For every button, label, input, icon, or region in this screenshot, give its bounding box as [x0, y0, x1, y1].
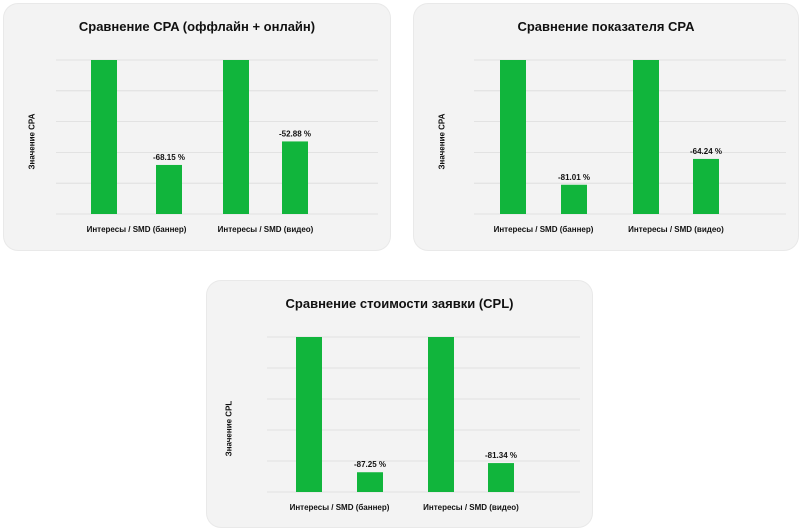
bar-chart-plot: -87.25 % Интересы / SMD (баннер) -81.34 % И…: [267, 336, 580, 512]
data-label: -64.24 %: [690, 147, 722, 156]
chart-card-cpl: Сравнение стоимости заявки (CPL) Значени…: [207, 281, 592, 527]
chart-title: Сравнение CPA (оффлайн + онлайн): [78, 19, 316, 34]
bar: [282, 141, 308, 214]
bar: [223, 60, 249, 214]
x-tick-label: Интересы / SMD (баннер): [494, 225, 594, 234]
data-label: -87.25 %: [354, 460, 386, 469]
chart-title: Сравнение стоимости заявки (CPL): [285, 296, 514, 311]
data-label: -81.34 %: [485, 451, 517, 460]
bar: [693, 158, 719, 214]
bar: [357, 472, 383, 492]
data-label: -52.88 %: [279, 129, 311, 138]
bar: [156, 164, 182, 214]
data-label: -81.01 %: [558, 173, 590, 182]
chart-card-cpa-combined: Сравнение CPA (оффлайн + онлайн) Значени…: [4, 4, 390, 250]
bar: [500, 60, 526, 214]
x-tick-label: Интересы / SMD (видео): [218, 225, 314, 234]
bar: [561, 184, 587, 214]
chart-title: Сравнение показателя CPA: [517, 19, 695, 34]
x-tick-label: Интересы / SMD (баннер): [87, 225, 187, 234]
data-label: -68.15 %: [153, 153, 185, 162]
bar-chart-plot: -68.15 % Интересы / SMD (баннер) -52.88 % И…: [56, 59, 378, 234]
chart-card-cpa: Сравнение показателя CPA Значение CPA -8…: [414, 4, 798, 250]
x-tick-label: Интересы / SMD (баннер): [290, 503, 390, 512]
bar: [633, 60, 659, 214]
x-tick-label: Интересы / SMD (видео): [423, 503, 519, 512]
bar: [428, 337, 454, 492]
bar: [488, 463, 514, 492]
bar: [296, 337, 322, 492]
bar: [91, 60, 117, 214]
x-tick-label: Интересы / SMD (видео): [628, 225, 724, 234]
bar-chart-plot: -81.01 % Интересы / SMD (баннер) -64.24 % И…: [474, 59, 786, 234]
